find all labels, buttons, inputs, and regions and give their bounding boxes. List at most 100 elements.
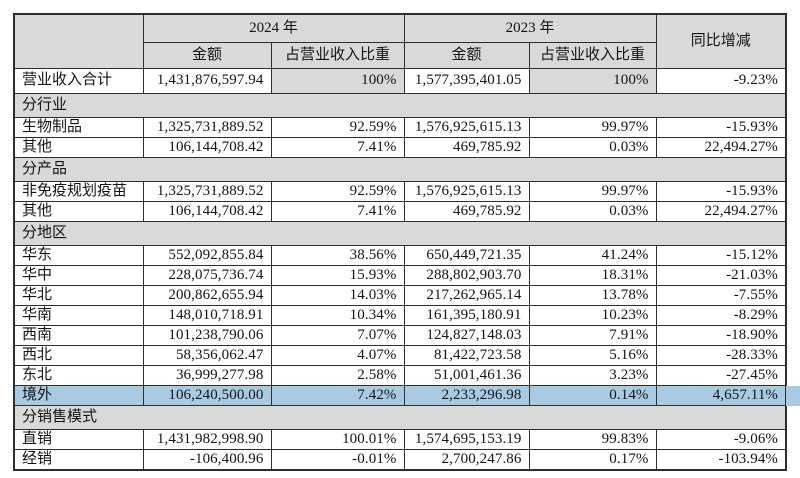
amount-2024-cell: 36,999,277.98 xyxy=(142,365,272,386)
share-2024-cell: 100.01% xyxy=(270,429,405,450)
section-by-region: 分地区 xyxy=(13,221,787,246)
yoy-cell: -27.45% xyxy=(655,365,787,386)
amount-2024-cell: 552,092,855.84 xyxy=(142,245,272,266)
share-2024-cell: 4.07% xyxy=(270,345,405,366)
row-north-china[interactable]: 华北 200,862,655.94 14.03% 217,262,965.14 … xyxy=(13,285,787,306)
yoy-cell: -15.93% xyxy=(655,181,787,202)
amount-2024-cell: 1,431,876,597.94 xyxy=(142,68,272,94)
row-distribution[interactable]: 经销 -106,400.96 -0.01% 2,700,247.86 0.17%… xyxy=(13,449,787,471)
share-2024-cell: 100% xyxy=(270,68,405,94)
share-2023-cell: 99.97% xyxy=(528,117,657,138)
col-header-amount-2023: 金额 xyxy=(403,42,530,69)
row-label: 华南 xyxy=(13,305,144,326)
share-2024-cell: 10.34% xyxy=(270,305,405,326)
share-2024-cell: 15.93% xyxy=(270,265,405,286)
share-2024-cell: 7.41% xyxy=(270,201,405,222)
col-header-share-2023: 占营业收入比重 xyxy=(528,42,657,69)
amount-2023-cell: 124,827,148.03 xyxy=(403,325,530,346)
col-header-amount-2024: 金额 xyxy=(142,42,272,69)
col-header-2024: 2024 年 xyxy=(142,13,405,43)
amount-2023-cell: 1,576,925,615.13 xyxy=(403,117,530,138)
amount-2023-cell: 161,395,180.91 xyxy=(403,305,530,326)
amount-2024-cell: 200,862,655.94 xyxy=(142,285,272,306)
row-overseas[interactable]: 境外 106,240,500.00 7.42% 2,233,296.98 0.1… xyxy=(13,385,787,406)
yoy-cell: 4,657.11% xyxy=(655,385,787,406)
row-east-china[interactable]: 华东 552,092,855.84 38.56% 650,449,721.35 … xyxy=(13,245,787,266)
amount-2024-cell: 101,238,790.06 xyxy=(142,325,272,346)
amount-2024-cell: 58,356,062.47 xyxy=(142,345,272,366)
share-2023-cell: 100% xyxy=(528,68,657,94)
row-label: 其他 xyxy=(13,137,144,158)
section-label: 分地区 xyxy=(13,221,787,246)
amount-2024-cell: 228,075,736.74 xyxy=(142,265,272,286)
section-by-industry: 分行业 xyxy=(13,93,787,118)
amount-2024-cell: 106,144,708.42 xyxy=(142,137,272,158)
row-label: 营业收入合计 xyxy=(13,68,144,94)
section-label: 分行业 xyxy=(13,93,787,118)
yoy-cell: -28.33% xyxy=(655,345,787,366)
share-2023-cell: 5.16% xyxy=(528,345,657,366)
row-other-industry[interactable]: 其他 106,144,708.42 7.41% 469,785.92 0.03%… xyxy=(13,137,787,158)
amount-2024-cell: 148,010,718.91 xyxy=(142,305,272,326)
amount-2023-cell: 1,576,925,615.13 xyxy=(403,181,530,202)
row-non-epi-vaccine[interactable]: 非免疫规划疫苗 1,325,731,889.52 92.59% 1,576,92… xyxy=(13,181,787,202)
yoy-cell: -103.94% xyxy=(655,449,787,471)
row-label: 其他 xyxy=(13,201,144,222)
revenue-breakdown-table: 2024 年 2023 年 同比增减 金额 占营业收入比重 金额 占营业收入比重… xyxy=(13,13,788,471)
col-header-share-2024: 占营业收入比重 xyxy=(270,42,405,69)
yoy-cell: -21.03% xyxy=(655,265,787,286)
row-southwest[interactable]: 西南 101,238,790.06 7.07% 124,827,148.03 7… xyxy=(13,325,787,346)
share-2023-cell: 0.17% xyxy=(528,449,657,471)
share-2023-cell: 13.78% xyxy=(528,285,657,306)
row-label: 西南 xyxy=(13,325,144,346)
share-2024-cell: 7.41% xyxy=(270,137,405,158)
row-northwest[interactable]: 西北 58,356,062.47 4.07% 81,422,723.58 5.1… xyxy=(13,345,787,366)
row-label: 西北 xyxy=(13,345,144,366)
amount-2023-cell: 288,802,903.70 xyxy=(403,265,530,286)
share-2023-cell: 41.24% xyxy=(528,245,657,266)
amount-2023-cell: 1,574,695,153.19 xyxy=(403,429,530,450)
share-2024-cell: -0.01% xyxy=(270,449,405,471)
amount-2023-cell: 1,577,395,401.05 xyxy=(403,68,530,94)
header-row-metrics: 金额 占营业收入比重 金额 占营业收入比重 xyxy=(14,42,786,69)
share-2024-cell: 14.03% xyxy=(270,285,405,306)
row-label: 经销 xyxy=(13,449,144,471)
amount-2023-cell: 217,262,965.14 xyxy=(403,285,530,306)
amount-2024-cell: 1,325,731,889.52 xyxy=(142,181,272,202)
yoy-cell: 22,494.27% xyxy=(655,201,787,222)
amount-2024-cell: 106,240,500.00 xyxy=(142,385,272,406)
row-label: 东北 xyxy=(13,365,144,386)
section-label: 分产品 xyxy=(13,157,787,182)
amount-2023-cell: 469,785.92 xyxy=(403,201,530,222)
row-label: 境外 xyxy=(13,385,144,406)
row-central-china[interactable]: 华中 228,075,736.74 15.93% 288,802,903.70 … xyxy=(13,265,787,286)
share-2024-cell: 7.07% xyxy=(270,325,405,346)
share-2023-cell: 99.83% xyxy=(528,429,657,450)
amount-2023-cell: 51,001,461.36 xyxy=(403,365,530,386)
row-other-product[interactable]: 其他 106,144,708.42 7.41% 469,785.92 0.03%… xyxy=(13,201,787,222)
yoy-cell: 22,494.27% xyxy=(655,137,787,158)
share-2023-cell: 18.31% xyxy=(528,265,657,286)
share-2023-cell: 3.23% xyxy=(528,365,657,386)
section-label: 分销售模式 xyxy=(13,405,787,430)
row-total-revenue[interactable]: 营业收入合计 1,431,876,597.94 100% 1,577,395,4… xyxy=(13,68,787,94)
share-2024-cell: 7.42% xyxy=(270,385,405,406)
yoy-cell: -15.12% xyxy=(655,245,787,266)
amount-2024-cell: 106,144,708.42 xyxy=(142,201,272,222)
corner-cell xyxy=(13,13,144,69)
row-label: 华东 xyxy=(13,245,144,266)
row-label: 华中 xyxy=(13,265,144,286)
row-south-china[interactable]: 华南 148,010,718.91 10.34% 161,395,180.91 … xyxy=(13,305,787,326)
yoy-cell: -8.29% xyxy=(655,305,787,326)
row-direct-sales[interactable]: 直销 1,431,982,998.90 100.01% 1,574,695,15… xyxy=(13,429,787,450)
section-by-product: 分产品 xyxy=(13,157,787,182)
row-northeast[interactable]: 东北 36,999,277.98 2.58% 51,001,461.36 3.2… xyxy=(13,365,787,386)
section-by-sales-model: 分销售模式 xyxy=(13,405,787,430)
share-2023-cell: 99.97% xyxy=(528,181,657,202)
row-label: 非免疫规划疫苗 xyxy=(13,181,144,202)
amount-2023-cell: 469,785.92 xyxy=(403,137,530,158)
row-biological-products[interactable]: 生物制品 1,325,731,889.52 92.59% 1,576,925,6… xyxy=(13,117,787,138)
amount-2024-cell: 1,431,982,998.90 xyxy=(142,429,272,450)
yoy-cell: -18.90% xyxy=(655,325,787,346)
share-2023-cell: 0.03% xyxy=(528,201,657,222)
